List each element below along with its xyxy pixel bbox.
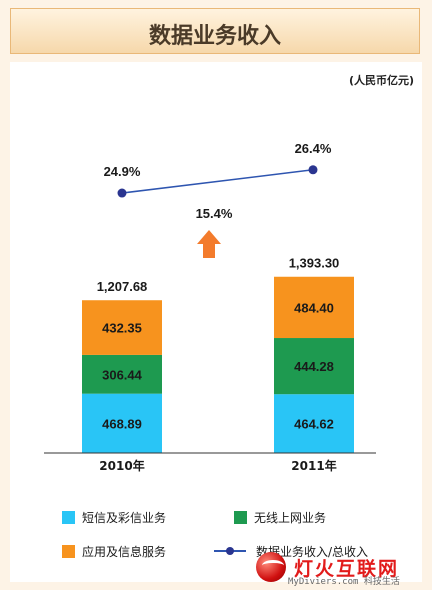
growth-label: 15.4% xyxy=(196,206,233,221)
bar-total-label: 1,207.68 xyxy=(97,279,148,294)
bar-segment xyxy=(274,338,354,395)
ratio-line xyxy=(121,169,314,194)
legend-label: 数据业务收入/总收入 xyxy=(256,544,368,559)
ratio-label: 24.9% xyxy=(104,164,141,179)
legend-label: 应用及信息服务 xyxy=(82,544,166,559)
ratio-point xyxy=(308,165,318,175)
bar-value-label: 306.44 xyxy=(102,367,143,382)
legend-swatch xyxy=(234,511,247,524)
legend-label: 短信及彩信业务 xyxy=(82,510,166,525)
watermark: 灯火互联网 MyDiviers.com 科技生活 xyxy=(250,548,432,588)
stacked-bar-chart: (人民币亿元) 468.89 306.44 432.35 1,207.68 2010年 46… xyxy=(44,73,414,559)
bar-value-label: 464.62 xyxy=(294,417,334,432)
watermark-text: 灯火互联网 xyxy=(294,558,400,580)
chart-title: 数据业务收入 xyxy=(148,24,281,49)
ratio-label: 26.4% xyxy=(295,141,332,156)
chart-panel: (人民币亿元) 468.89 306.44 432.35 1,207.68 2010年 46… xyxy=(10,62,422,582)
growth-arrow-icon xyxy=(197,230,221,258)
bar-value-label: 484.40 xyxy=(294,300,334,315)
watermark-url: MyDiviers.com 科技生活 xyxy=(288,577,400,587)
bar-segment xyxy=(82,354,162,394)
x-tick-label: 2010年 xyxy=(99,458,144,473)
bar-segment xyxy=(82,300,162,355)
bar-total-label: 1,393.30 xyxy=(289,256,340,271)
bar-segment xyxy=(82,393,162,453)
bar-value-label: 444.28 xyxy=(294,359,334,374)
legend-label: 无线上网业务 xyxy=(254,510,326,525)
legend-swatch xyxy=(62,545,75,558)
title-bar: 数据业务收入 xyxy=(10,8,420,54)
legend-marker xyxy=(226,547,234,555)
bar-segment xyxy=(274,394,354,453)
x-tick-label: 2011年 xyxy=(291,458,336,473)
unit-label: (人民币亿元) xyxy=(349,73,414,87)
ratio-point xyxy=(117,188,127,198)
bar-value-label: 432.35 xyxy=(102,321,142,336)
legend-swatch xyxy=(62,511,75,524)
watermark-swoosh-icon xyxy=(262,560,284,571)
bar-value-label: 468.89 xyxy=(102,416,142,431)
bar-segment xyxy=(274,276,354,339)
